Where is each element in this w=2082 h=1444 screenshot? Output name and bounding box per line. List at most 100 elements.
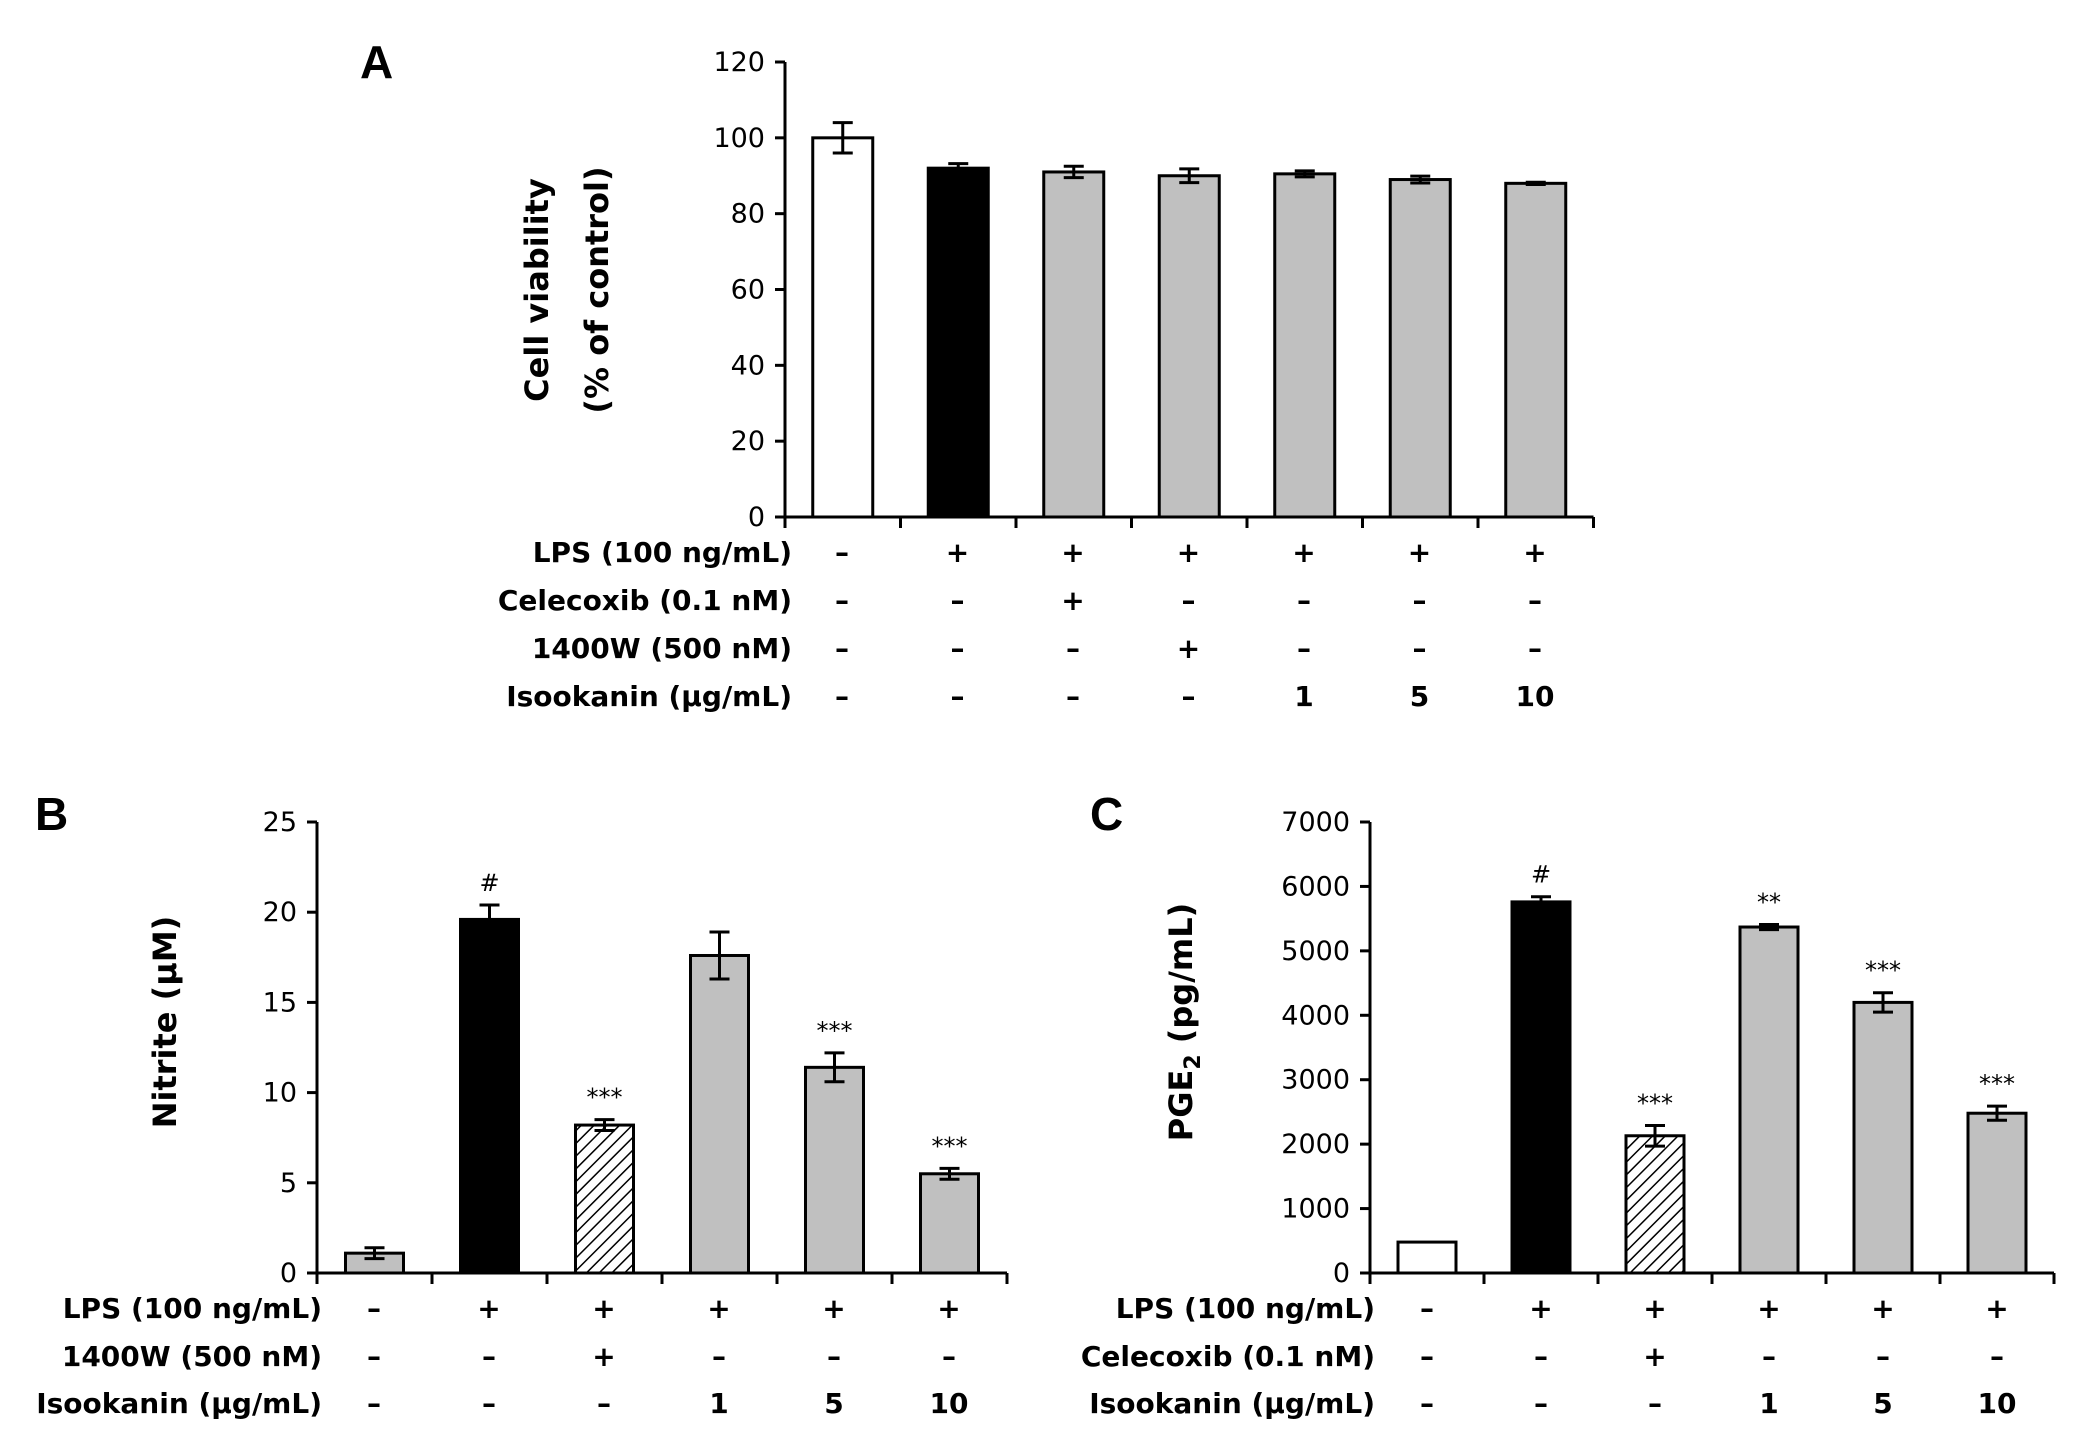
- treatment-symbol: –: [1420, 1340, 1434, 1373]
- panel-letter: B: [35, 788, 68, 840]
- y-tick-label: 20: [263, 897, 297, 928]
- treatment-symbol: +: [1523, 536, 1546, 569]
- treatment-symbol: +: [592, 1292, 615, 1325]
- bar: [574, 1123, 635, 1275]
- treatment-symbol: +: [1061, 536, 1084, 569]
- treatment-symbol: 10: [930, 1387, 969, 1420]
- treatment-symbol: 5: [824, 1387, 843, 1420]
- bar: [1396, 1240, 1458, 1275]
- treatment-symbol: +: [1757, 1292, 1780, 1325]
- y-tick-label: 25: [263, 807, 297, 838]
- treatment-symbol: –: [1648, 1387, 1662, 1420]
- bar: [1738, 925, 1800, 1275]
- treatment-symbol: –: [1413, 584, 1427, 617]
- treatment-symbol: –: [951, 584, 965, 617]
- treatment-symbol: –: [942, 1340, 956, 1373]
- treatment-symbol: –: [367, 1340, 381, 1373]
- y-tick-label: 0: [1333, 1258, 1350, 1289]
- y-tick-label: 120: [713, 47, 765, 78]
- panel-letter: C: [1090, 788, 1123, 840]
- y-axis-label: Nitrite (μM): [146, 916, 184, 1129]
- treatment-symbol: –: [482, 1340, 496, 1373]
- treatment-label: 1400W (500 nM): [532, 632, 792, 665]
- treatment-symbol: +: [1871, 1292, 1894, 1325]
- treatment-symbol: +: [1177, 536, 1200, 569]
- treatment-label: LPS (100 ng/mL): [533, 536, 792, 569]
- treatment-symbol: +: [1985, 1292, 2008, 1325]
- y-tick-label: 1000: [1281, 1194, 1350, 1225]
- significance-marker: #: [479, 869, 499, 897]
- treatment-symbol: +: [1643, 1292, 1666, 1325]
- y-tick-label: 5000: [1281, 936, 1350, 967]
- panel-a: A 0 20 40 60 80 100 120 Cell viability (% of cont…: [360, 36, 1595, 713]
- treatment-symbol: –: [1066, 680, 1080, 713]
- treatment-symbol: 10: [1516, 680, 1555, 713]
- treatment-symbol: –: [1297, 584, 1311, 617]
- treatment-symbol: –: [1413, 632, 1427, 665]
- treatment-symbol: –: [835, 632, 849, 665]
- treatment-symbol: +: [707, 1292, 730, 1325]
- bar: [811, 136, 875, 519]
- bar: [1852, 1000, 1914, 1275]
- treatment-symbol: 1: [709, 1387, 728, 1420]
- treatment-symbol: –: [1420, 1387, 1434, 1420]
- treatment-symbol: +: [477, 1292, 500, 1325]
- treatment-symbol: +: [592, 1340, 615, 1373]
- treatment-symbol: –: [951, 680, 965, 713]
- significance-marker: ***: [817, 1017, 853, 1045]
- treatment-symbol: –: [367, 1387, 381, 1420]
- y-tick-label: 80: [731, 199, 765, 230]
- treatment-label: 1400W (500 nM): [62, 1340, 322, 1373]
- treatment-symbol: –: [1182, 584, 1196, 617]
- bar: [1042, 170, 1106, 519]
- y-axis-label-main: PGE: [1162, 1070, 1200, 1142]
- y-tick-label: 0: [748, 502, 765, 533]
- significance-marker: ***: [932, 1132, 968, 1160]
- treatment-symbol: +: [946, 536, 969, 569]
- y-tick-label: 100: [713, 123, 765, 154]
- y-tick-label: 7000: [1281, 807, 1350, 838]
- treatment-symbol: +: [822, 1292, 845, 1325]
- treatment-symbol: 5: [1410, 680, 1429, 713]
- bar: [1273, 172, 1337, 519]
- treatment-symbol: –: [1876, 1340, 1890, 1373]
- y-axis-label: PGE2 (pg/mL): [1162, 903, 1206, 1142]
- y-tick-label: 4000: [1281, 1000, 1350, 1031]
- significance-marker: ***: [1865, 957, 1901, 985]
- treatment-symbol: +: [1643, 1340, 1666, 1373]
- treatment-symbol: –: [835, 584, 849, 617]
- y-tick-label: 10: [263, 1078, 297, 1109]
- y-tick-label: 40: [731, 350, 765, 381]
- y-tick-label: 2000: [1281, 1129, 1350, 1160]
- treatment-symbol: –: [835, 680, 849, 713]
- treatment-label: Isookanin (μg/mL): [506, 680, 792, 713]
- y-tick-label: 3000: [1281, 1065, 1350, 1096]
- panel-c: C 0 1000 2000 3000 4000 5000 6000 7000 PGE2 (pg/m…: [1081, 788, 2056, 1420]
- treatment-symbol: –: [1528, 632, 1542, 665]
- y-tick-label: 0: [280, 1258, 297, 1289]
- treatment-label: LPS (100 ng/mL): [1116, 1292, 1375, 1325]
- treatment-symbol: –: [712, 1340, 726, 1373]
- treatment-symbol: –: [482, 1387, 496, 1420]
- bar: [926, 166, 990, 519]
- treatment-symbol: +: [1292, 536, 1315, 569]
- treatment-label: Celecoxib (0.1 nM): [1081, 1340, 1375, 1373]
- bar: [1624, 1134, 1686, 1275]
- bar: [1157, 174, 1221, 519]
- y-axis-label-unit: (pg/mL): [1162, 903, 1200, 1055]
- treatment-symbol: +: [1408, 536, 1431, 569]
- treatment-symbol: –: [951, 632, 965, 665]
- treatment-symbol: –: [1420, 1292, 1434, 1325]
- significance-marker: #: [1531, 861, 1551, 889]
- treatment-symbol: 10: [1978, 1387, 2017, 1420]
- treatment-symbol: –: [827, 1340, 841, 1373]
- treatment-symbol: –: [835, 536, 849, 569]
- panel-letter: A: [360, 36, 393, 88]
- treatment-symbol: –: [1990, 1340, 2004, 1373]
- bar: [804, 1065, 865, 1275]
- treatment-symbol: 1: [1759, 1387, 1778, 1420]
- treatment-symbol: –: [1762, 1340, 1776, 1373]
- treatment-label: Isookanin (μg/mL): [36, 1387, 322, 1420]
